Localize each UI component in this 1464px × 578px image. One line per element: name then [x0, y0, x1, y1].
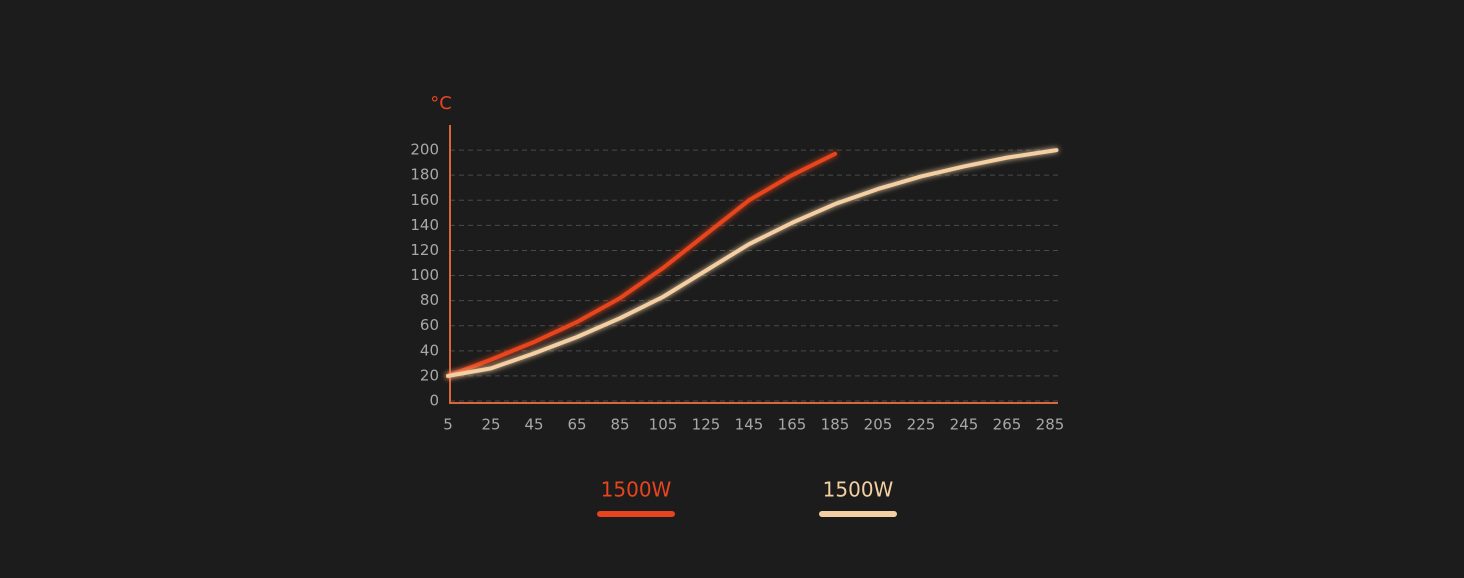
- legend-label: 1500W: [601, 478, 672, 502]
- x-tick-label: 25: [481, 416, 500, 434]
- x-tick-label: 105: [649, 416, 678, 434]
- y-tick-label: 180: [410, 166, 439, 184]
- x-tick-label: 145: [735, 416, 764, 434]
- x-tick-label: 205: [864, 416, 893, 434]
- y-tick-label: 40: [420, 341, 439, 359]
- y-tick-label: 60: [420, 316, 439, 334]
- x-tick-label: 45: [524, 416, 543, 434]
- x-tick-label: 285: [1036, 416, 1065, 434]
- x-tick-label: 125: [692, 416, 721, 434]
- y-tick-label: 0: [429, 392, 439, 410]
- y-tick-label: 160: [410, 191, 439, 209]
- x-tick-label: 85: [610, 416, 629, 434]
- series-line: [446, 151, 837, 378]
- x-tick-label: 185: [821, 416, 850, 434]
- y-tick-label: 20: [420, 366, 439, 384]
- y-tick-label: 140: [410, 216, 439, 234]
- y-tick-label: 120: [410, 241, 439, 259]
- y-tick-label: 100: [410, 266, 439, 284]
- x-tick-label: 245: [950, 416, 979, 434]
- legend-label: 1500W: [823, 478, 894, 502]
- y-tick-label: 80: [420, 291, 439, 309]
- x-tick-label: 165: [778, 416, 807, 434]
- y-unit: °C: [430, 93, 452, 114]
- x-tick-label: 225: [907, 416, 936, 434]
- y-tick-label: 200: [410, 141, 439, 159]
- x-tick-label: 265: [993, 416, 1022, 434]
- x-tick-label: 65: [567, 416, 586, 434]
- x-tick-label: 5: [443, 416, 453, 434]
- series-line: [446, 148, 1059, 378]
